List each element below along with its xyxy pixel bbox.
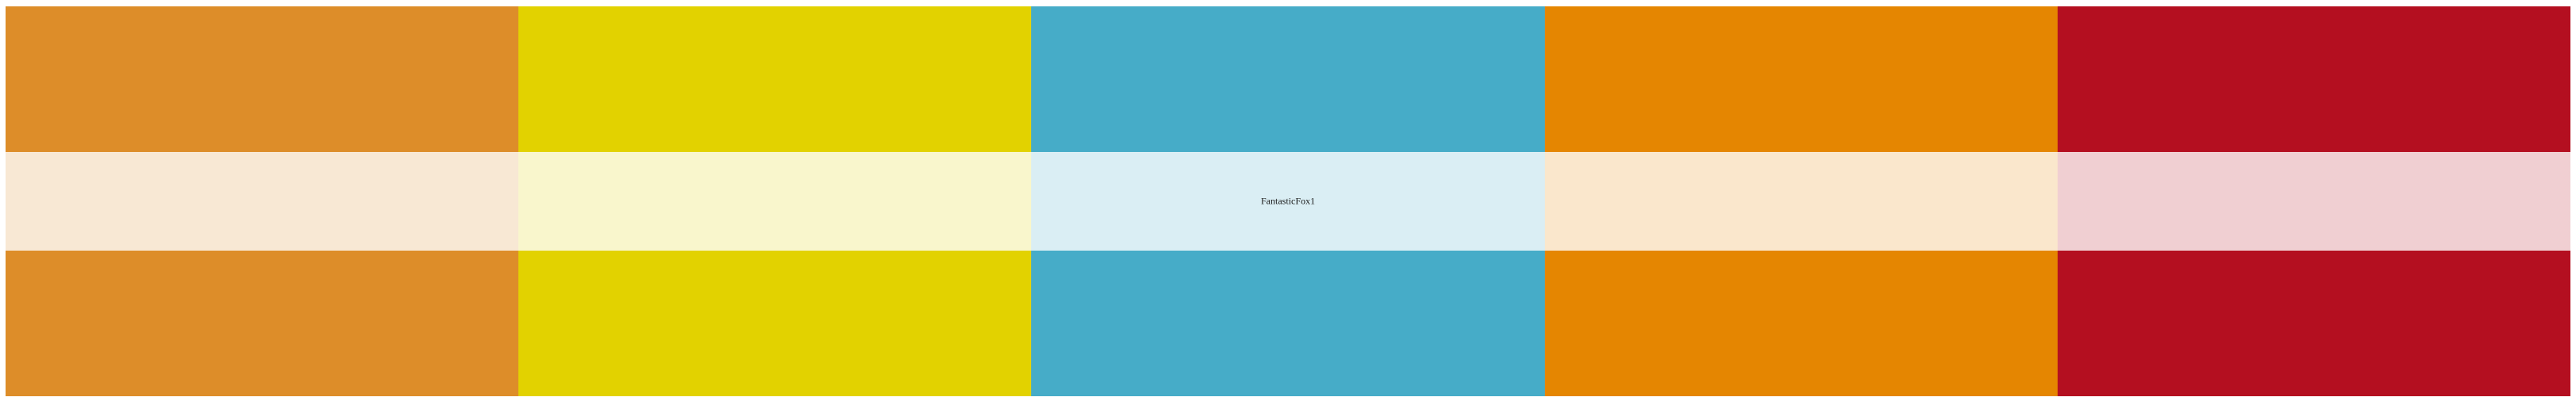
swatch-top-1: [6, 6, 519, 152]
swatch-top-2: [518, 6, 1032, 152]
color-palette: FantasticFox1: [6, 6, 2571, 396]
swatch-top-3: [1031, 6, 1545, 152]
swatch-bottom-2: [518, 251, 1032, 396]
swatch-tint-4: [1544, 152, 2058, 251]
swatch-bottom-3: [1031, 251, 1545, 396]
swatch-tint-5: [2057, 152, 2571, 251]
swatch-tint-2: [518, 152, 1032, 251]
swatch-tint-1: [6, 152, 519, 251]
palette-middle-band: FantasticFox1: [6, 152, 2571, 251]
palette-top-band: [6, 6, 2571, 152]
swatch-bottom-5: [2057, 251, 2571, 396]
swatch-top-5: [2057, 6, 2571, 152]
swatch-top-4: [1544, 6, 2058, 152]
palette-bottom-band: [6, 251, 2571, 396]
swatch-bottom-1: [6, 251, 519, 396]
swatch-tint-3: [1031, 152, 1545, 251]
swatch-bottom-4: [1544, 251, 2058, 396]
